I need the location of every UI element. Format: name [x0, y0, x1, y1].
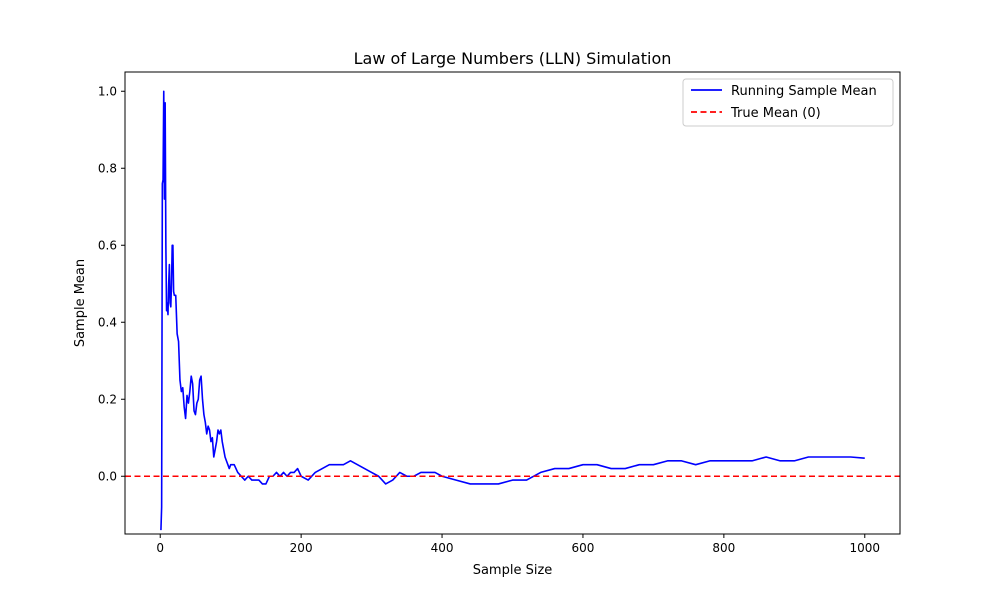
axes-frame: [124, 71, 901, 535]
legend-label-true-mean: True Mean (0): [730, 106, 821, 121]
y-tick-label: 0.2: [98, 392, 117, 406]
y-tick-label: 0.4: [98, 315, 117, 329]
x-axis-label: Sample Size: [473, 563, 553, 578]
x-tick-label: 0: [156, 541, 164, 555]
running-mean-line: [160, 90, 865, 531]
x-tick-label: 1000: [849, 541, 880, 555]
y-tick-label: 0.0: [98, 469, 117, 483]
legend: Running Sample Mean True Mean (0): [682, 78, 894, 127]
y-tick-label: 0.8: [98, 161, 117, 175]
legend-label-running-mean: Running Sample Mean: [731, 84, 877, 99]
series-layer: [125, 90, 900, 531]
legend-box: [682, 78, 894, 127]
y-axis-label: Sample Mean: [73, 259, 88, 347]
x-tick-label: 200: [290, 541, 313, 555]
plot-area: [124, 71, 901, 535]
y-tick-label: 0.6: [98, 238, 117, 252]
y-axis-ticks: 0.0 0.2 0.4 0.6 0.8 1.0: [98, 84, 125, 483]
axes-background: [125, 72, 900, 534]
x-tick-label: 400: [431, 541, 454, 555]
chart-title: Law of Large Numbers (LLN) Simulation: [354, 49, 672, 68]
y-tick-label: 1.0: [98, 84, 117, 98]
x-axis-ticks: 0 200 400 600 800 1000: [156, 534, 880, 555]
x-tick-label: 800: [712, 541, 735, 555]
x-tick-label: 600: [572, 541, 595, 555]
